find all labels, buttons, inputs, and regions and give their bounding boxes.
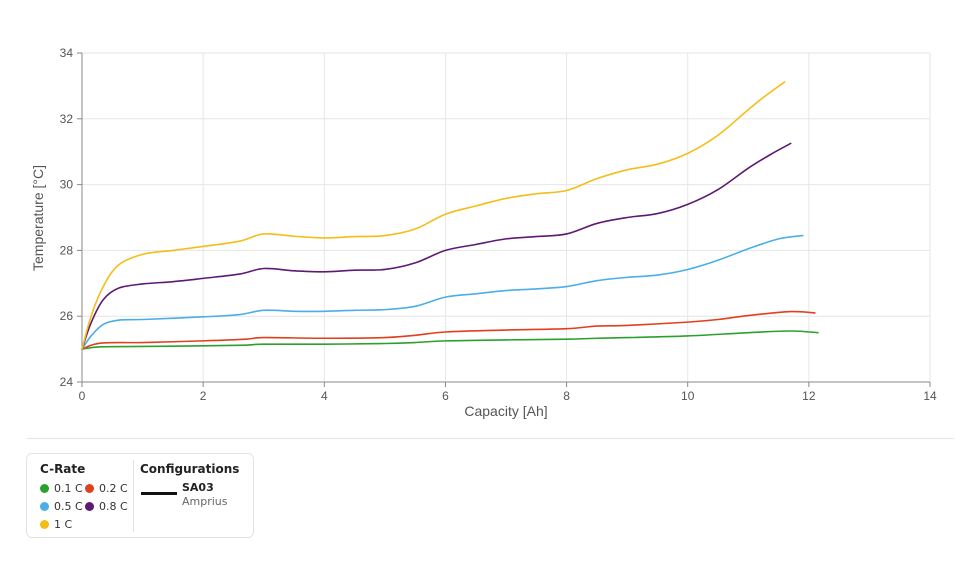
legend-item-label: 0.5 C — [54, 500, 83, 513]
legend-item-0-8c[interactable]: 0.8 C — [85, 500, 128, 513]
legend-item-1c[interactable]: 1 C — [40, 518, 72, 531]
x-tick-label: 10 — [681, 389, 695, 403]
y-tick-label: 30 — [60, 178, 74, 192]
series-line-0-8-c[interactable] — [81, 142, 792, 350]
legend-item-0-1c[interactable]: 0.1 C — [40, 482, 83, 495]
series-line-1-c[interactable] — [81, 81, 786, 350]
chart-series — [81, 81, 819, 350]
x-tick-label: 4 — [321, 389, 328, 403]
legend-item-label: 0.8 C — [99, 500, 128, 513]
legend-dot-icon — [40, 484, 49, 493]
legend-dot-icon — [85, 502, 94, 511]
chart-grid — [81, 52, 931, 383]
legend-dot-icon — [40, 520, 49, 529]
y-tick-label: 24 — [60, 375, 74, 389]
config-manufacturer: Amprius — [182, 495, 228, 508]
x-tick-label: 8 — [563, 389, 570, 403]
y-axis-label: Temperature [°C] — [30, 165, 46, 271]
x-axis-label: Capacity [Ah] — [464, 403, 547, 419]
y-tick-label: 34 — [60, 46, 74, 60]
series-line-0-5-c[interactable] — [81, 234, 804, 350]
legend-item-0-2c[interactable]: 0.2 C — [85, 482, 128, 495]
x-tick-label: 0 — [79, 389, 86, 403]
config-legend-title: Configurations — [140, 462, 240, 476]
series-line-0-2-c[interactable] — [81, 310, 816, 350]
section-divider — [26, 438, 954, 439]
crate-legend-title: C-Rate — [40, 462, 86, 476]
legend-item-label: 0.1 C — [54, 482, 83, 495]
x-tick-label: 12 — [802, 389, 816, 403]
x-tick-label: 2 — [200, 389, 207, 403]
x-tick-label: 14 — [923, 389, 937, 403]
legend-dot-icon — [85, 484, 94, 493]
y-tick-label: 28 — [60, 243, 74, 257]
legend-dot-icon — [40, 502, 49, 511]
config-name: SA03 — [182, 481, 214, 494]
legend-item-label: 1 C — [54, 518, 73, 531]
y-tick-label: 26 — [60, 309, 74, 323]
legend-item-0-5c[interactable]: 0.5 C — [40, 500, 83, 513]
y-tick-label: 32 — [60, 112, 74, 126]
series-line-0-1-c[interactable] — [81, 330, 819, 350]
legend-item-label: 0.2 C — [99, 482, 128, 495]
legend-separator — [133, 460, 134, 532]
x-tick-label: 6 — [442, 389, 449, 403]
config-line-swatch — [141, 492, 177, 495]
chart-legend: C-Rate 0.1 C 0.2 C 0.5 C 0.8 C 1 C Confi… — [26, 453, 254, 538]
